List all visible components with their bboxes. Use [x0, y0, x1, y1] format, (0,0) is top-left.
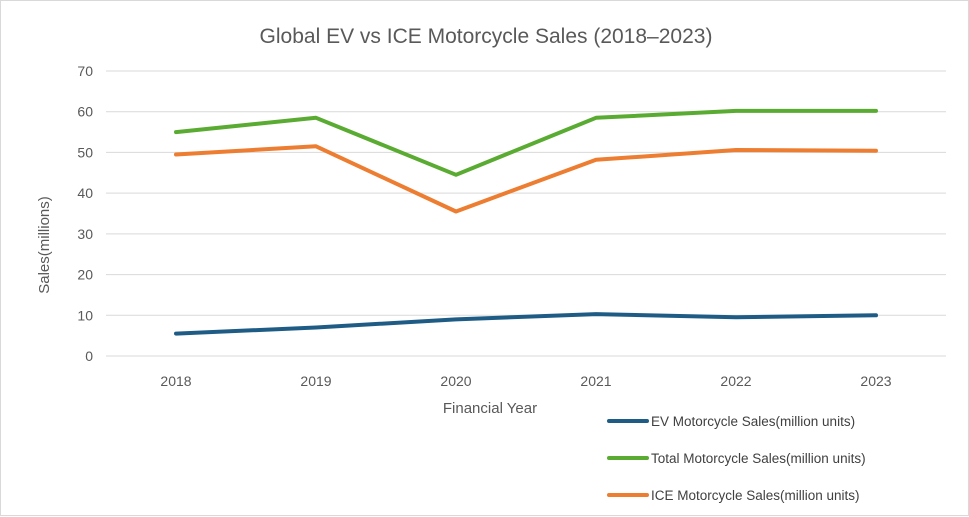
y-tick-label: 70	[77, 63, 93, 79]
legend: EV Motorcycle Sales(million units) Total …	[607, 414, 866, 503]
y-tick-label: 30	[77, 226, 93, 242]
y-axis-title: Sales(millions)	[36, 196, 53, 294]
grid-lines	[106, 70, 946, 357]
x-axis-title: Financial Year	[443, 400, 537, 417]
y-tick-label: 50	[77, 144, 93, 160]
chart-title: Global EV vs ICE Motorcycle Sales (2018–…	[260, 25, 713, 48]
legend-label: Total Motorcycle Sales(million units)	[651, 451, 866, 466]
x-tick-label: 2019	[300, 373, 331, 389]
x-tick-label: 2021	[580, 373, 611, 389]
x-tick-label: 2023	[860, 373, 891, 389]
y-tick-label: 60	[77, 104, 93, 120]
y-tick-label: 10	[77, 307, 93, 323]
y-tick-labels: 0 10 20 30 40 50 60 70	[77, 63, 93, 364]
series-line-0	[174, 312, 878, 336]
y-tick-label: 20	[77, 267, 93, 283]
series-lines	[174, 108, 878, 336]
y-tick-label: 0	[85, 348, 93, 364]
x-tick-label: 2022	[720, 373, 751, 389]
series-line-2	[174, 144, 878, 214]
y-tick-label: 40	[77, 185, 93, 201]
legend-label: EV Motorcycle Sales(million units)	[651, 414, 855, 429]
legend-label: ICE Motorcycle Sales(million units)	[651, 488, 860, 503]
x-tick-labels: 2018 2019 2020 2021 2022 2023	[160, 373, 891, 389]
x-tick-label: 2018	[160, 373, 191, 389]
x-tick-label: 2020	[440, 373, 471, 389]
series-line-1	[174, 108, 878, 177]
